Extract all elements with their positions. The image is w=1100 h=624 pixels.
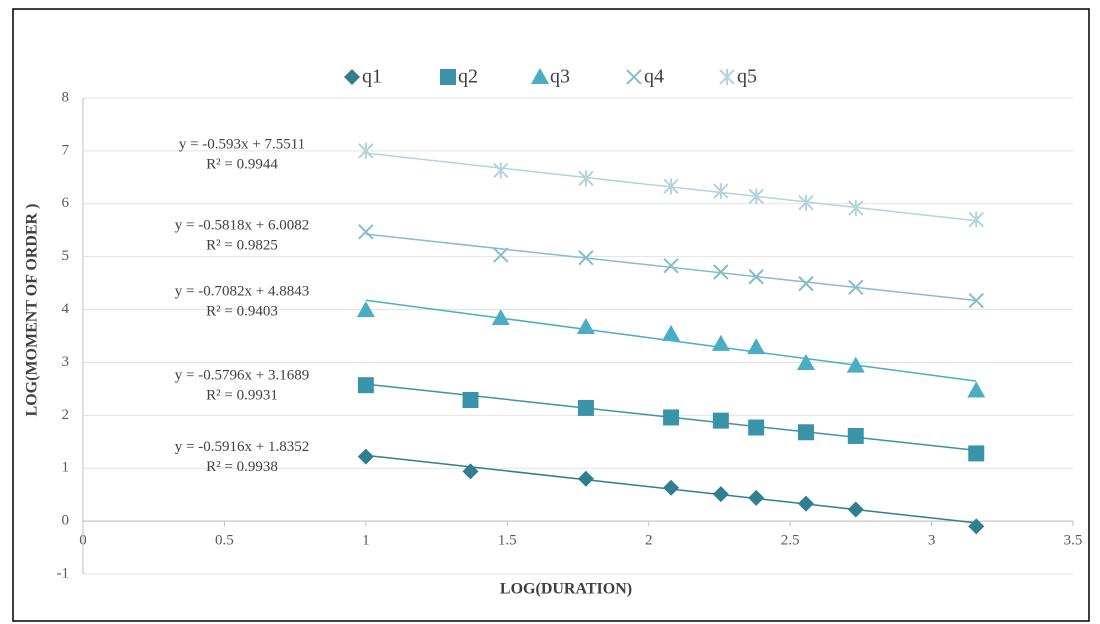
trendline-r2: R² = 0.9825 (206, 238, 278, 254)
marker (796, 353, 815, 370)
x-tick-label: 1.5 (498, 533, 517, 549)
marker (748, 269, 764, 285)
marker (662, 324, 681, 341)
marker (748, 188, 764, 205)
y-tick-label: 8 (62, 89, 70, 105)
marker (663, 178, 679, 195)
legend-label: q5 (737, 66, 757, 88)
y-tick-label: 0 (62, 513, 70, 529)
marker (663, 409, 680, 426)
marker (968, 445, 985, 462)
y-tick-label: 4 (62, 301, 70, 317)
marker (358, 224, 374, 240)
marker (713, 264, 729, 280)
marker (968, 211, 984, 228)
marker (719, 69, 735, 85)
marker (798, 194, 814, 211)
y-tick-label: 2 (62, 407, 70, 423)
x-tick-label: 0.5 (215, 533, 234, 549)
trendline (365, 233, 977, 302)
marker (626, 69, 642, 85)
trendline-r2: R² = 0.9403 (206, 304, 278, 320)
marker (968, 518, 985, 535)
x-axis-title: LOG(DURATION) (500, 581, 632, 598)
trendline-r2: R² = 0.9938 (206, 459, 278, 475)
marker (712, 486, 729, 503)
y-tick-label: 5 (62, 248, 70, 264)
y-tick-label: 1 (62, 460, 70, 476)
marker (462, 391, 479, 408)
y-tick-label: 6 (62, 195, 70, 211)
marker (748, 489, 765, 506)
trendline-equation: y = -0.5818x + 6.0082 (175, 218, 309, 234)
marker (356, 301, 375, 318)
marker (797, 495, 814, 512)
x-tick-label: 2 (645, 533, 653, 549)
trendline-equation: y = -0.7082x + 4.8843 (175, 284, 309, 300)
marker (968, 292, 984, 309)
marker (462, 463, 479, 480)
marker (663, 257, 679, 274)
trendline-equation: y = -0.5796x + 3.1689 (175, 368, 309, 384)
y-axis-title: LOG(MOMENT OF ORDER ) (24, 204, 41, 417)
marker (797, 424, 814, 441)
marker (357, 448, 374, 465)
marker (577, 470, 594, 487)
marker (967, 381, 986, 398)
marker (440, 69, 456, 85)
marker (847, 427, 864, 444)
trendline-equation: y = -0.593x + 7.5511 (179, 137, 305, 153)
marker (578, 250, 594, 266)
marker (846, 356, 865, 373)
marker (578, 170, 594, 187)
legend-label: q1 (362, 66, 382, 88)
marker (577, 399, 594, 416)
marker (531, 68, 549, 84)
marker (491, 309, 510, 326)
trendline-r2: R² = 0.9931 (206, 388, 278, 404)
y-tick-label: -1 (57, 565, 70, 581)
marker (798, 275, 814, 292)
marker (748, 419, 765, 436)
marker (711, 334, 730, 351)
y-tick-label: 7 (62, 142, 70, 158)
x-tick-label: 3 (928, 533, 936, 549)
legend-label: q3 (550, 66, 570, 88)
marker (712, 412, 729, 429)
marker (747, 338, 766, 355)
chart-frame (12, 8, 1090, 622)
legend-label: q4 (644, 66, 664, 88)
x-tick-label: 1 (362, 533, 370, 549)
marker (493, 162, 509, 179)
y-tick-label: 3 (62, 354, 70, 370)
marker (663, 479, 680, 496)
marker (848, 279, 864, 296)
trendline-r2: R² = 0.9944 (206, 157, 278, 173)
x-tick-label: 3.5 (1064, 533, 1083, 549)
marker (344, 69, 360, 85)
marker (576, 318, 595, 335)
trendline-equation: y = -0.5916x + 1.8352 (175, 439, 309, 455)
marker (847, 501, 864, 518)
marker (358, 142, 374, 159)
x-tick-label: 2.5 (781, 533, 800, 549)
marker (713, 183, 729, 200)
marker (357, 377, 374, 394)
legend-label: q2 (458, 66, 478, 88)
marker (848, 200, 864, 217)
marker (493, 247, 509, 263)
